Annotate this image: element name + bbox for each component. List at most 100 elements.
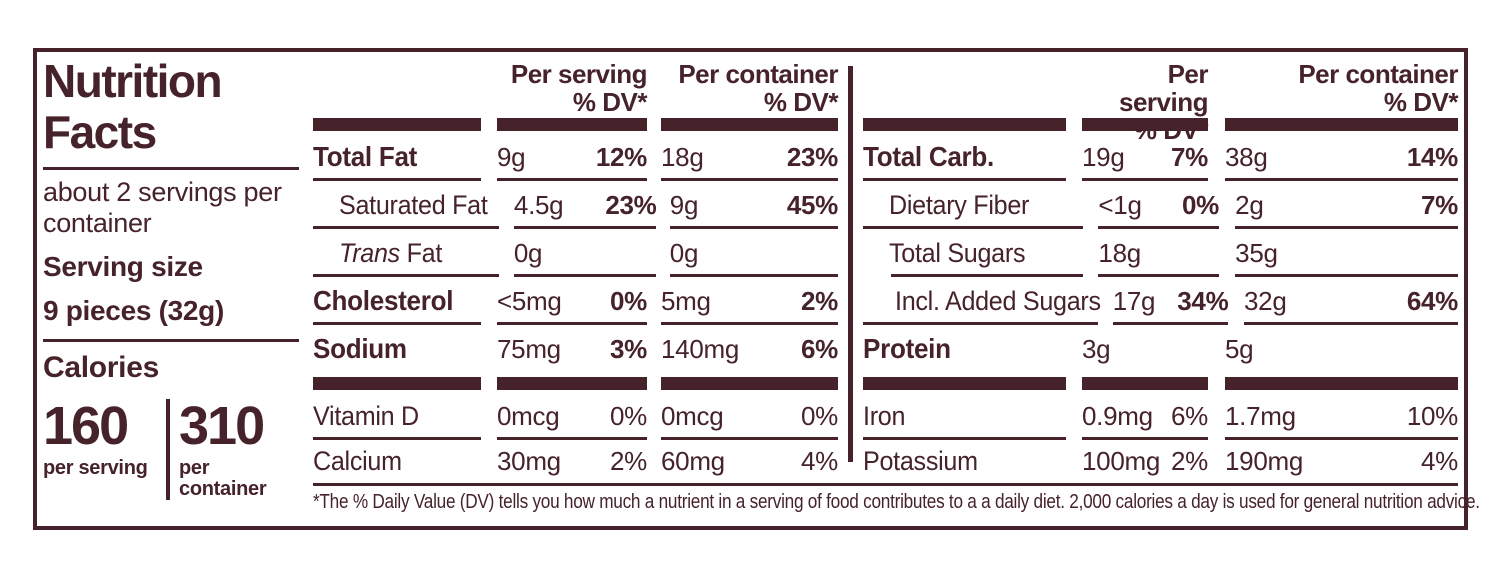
dv-header: % DV* xyxy=(763,87,839,117)
daily-value: 3% xyxy=(610,333,647,364)
left-panel: Nutrition Facts about 2 servings per con… xyxy=(43,56,299,500)
daily-value: 4% xyxy=(1421,445,1458,476)
servings-note: about 2 servings per container xyxy=(43,177,282,238)
amount: 5mg xyxy=(661,285,711,316)
amount: 18g xyxy=(661,141,704,172)
table-row-calcium: Calcium 30mg 2% 60mg 4% xyxy=(313,440,838,482)
amount: 0mcg xyxy=(497,400,560,431)
divider xyxy=(43,167,299,170)
amount: 18g xyxy=(1098,237,1141,268)
calories-label: Calories xyxy=(43,351,159,384)
daily-value: 4% xyxy=(801,445,838,476)
serving-size: Serving size 9 pieces (32g) xyxy=(43,250,299,327)
table-row-saturated-fat: Saturated Fat 4.5g 23% 9g 45% xyxy=(313,181,838,229)
amount: 4.5g xyxy=(513,189,564,220)
daily-value: 0% xyxy=(610,400,647,431)
amount: 60mg xyxy=(661,445,725,476)
amount: <5mg xyxy=(497,285,562,316)
table-row-sodium: Sodium 75mg 3% 140mg 6% xyxy=(313,325,838,373)
section-divider xyxy=(848,66,853,462)
amount: 38g xyxy=(1225,141,1268,172)
amount: 140mg xyxy=(661,333,739,364)
table-row-protein: Protein 3g 5g xyxy=(863,325,1458,373)
amount: 0g xyxy=(669,237,699,268)
daily-value: 14% xyxy=(1406,141,1458,172)
thick-rule xyxy=(313,377,838,390)
per-serving-header: Per serving % DV* xyxy=(1082,58,1209,144)
amount: 0g xyxy=(513,237,543,268)
per-container-header: Per container % DV* xyxy=(661,58,838,118)
calories-per-serving-value: 160 xyxy=(43,396,129,456)
amount: 17g xyxy=(1112,285,1156,316)
daily-value: 2% xyxy=(610,445,647,476)
dv-header: % DV* xyxy=(1383,87,1459,117)
dv-header: % DV* xyxy=(572,87,648,117)
column-headers: Per serving % DV* Per container % DV* xyxy=(863,58,1459,144)
daily-value: 7% xyxy=(1171,141,1208,172)
daily-value: 34% xyxy=(1177,285,1229,316)
nutrient-name: Saturated Fat xyxy=(339,189,488,220)
divider xyxy=(166,399,171,500)
daily-value: 45% xyxy=(786,189,838,220)
daily-value: 0% xyxy=(1181,189,1219,220)
per-container-header: Per container % DV* xyxy=(1225,58,1458,118)
nutrition-facts-label: Nutrition Facts about 2 servings per con… xyxy=(33,48,1480,530)
per-serving-header: Per serving % DV* xyxy=(497,58,648,118)
daily-value: 2% xyxy=(801,285,838,316)
daily-value: 23% xyxy=(605,189,657,220)
table-row-total-sugars: Total Sugars 18g 35g xyxy=(863,229,1458,277)
daily-value: 6% xyxy=(801,333,838,364)
amount: 19g xyxy=(1082,141,1125,172)
amount: 5g xyxy=(1225,333,1254,364)
nutrient-name: Total Carb. xyxy=(863,141,994,172)
amount: 190mg xyxy=(1225,445,1303,476)
daily-value: 2% xyxy=(1171,445,1208,476)
amount: 0.9mg xyxy=(1082,400,1153,431)
amount: 0mcg xyxy=(661,400,724,431)
daily-value: 64% xyxy=(1406,285,1458,316)
table-row-vitamin-d: Vitamin D 0mcg 0% 0mcg 0% xyxy=(313,392,838,440)
amount: 32g xyxy=(1244,285,1287,316)
amount: 100mg xyxy=(1082,445,1160,476)
daily-value: 6% xyxy=(1171,400,1208,431)
amount: 30mg xyxy=(497,445,561,476)
calories-per-container-caption: per container xyxy=(179,457,267,500)
daily-value: 0% xyxy=(801,400,838,431)
nutrient-name: Calcium xyxy=(313,445,402,476)
nutrient-name: Trans Fat xyxy=(339,237,443,268)
nutrient-name: Iron xyxy=(863,400,906,431)
calories-section: 160 per serving 310 per container xyxy=(43,399,299,500)
nutrient-name: Cholesterol xyxy=(313,285,454,316)
amount: 9g xyxy=(497,141,526,172)
divider xyxy=(313,483,1458,486)
amount: 35g xyxy=(1235,237,1278,268)
table-row-cholesterol: Cholesterol <5mg 0% 5mg 2% xyxy=(313,277,838,325)
footnote: *The % Daily Value (DV) tells you how mu… xyxy=(313,491,1480,513)
thick-rule xyxy=(863,377,1458,390)
amount: <1g xyxy=(1098,189,1142,220)
amount: 9g xyxy=(669,189,699,220)
daily-value: 7% xyxy=(1421,189,1458,220)
nutrient-name: Total Sugars xyxy=(889,237,1026,268)
table-row-total-carb: Total Carb. 19g 7% 38g 14% xyxy=(863,133,1458,181)
divider xyxy=(43,339,299,342)
daily-value: 0% xyxy=(610,285,647,316)
amount: 1.7mg xyxy=(1225,400,1296,431)
column-headers: Per serving % DV* Per container % DV* xyxy=(313,58,839,118)
nutrient-name: Sodium xyxy=(313,333,407,364)
daily-value: 10% xyxy=(1406,400,1458,431)
serving-size-label: Serving size xyxy=(43,251,203,282)
table-row-dietary-fiber: Dietary Fiber <1g 0% 2g 7% xyxy=(863,181,1458,229)
nutrient-name: Vitamin D xyxy=(313,400,419,431)
nutrient-name: Potassium xyxy=(863,445,978,476)
amount: 2g xyxy=(1235,189,1264,220)
nutrient-name: Dietary Fiber xyxy=(889,189,1030,220)
thick-rule xyxy=(313,118,838,131)
nutrient-name: Protein xyxy=(863,333,951,364)
thick-rule xyxy=(863,118,1458,131)
dv-header: % DV* xyxy=(1133,115,1209,145)
page-title: Nutrition Facts xyxy=(43,56,299,158)
title-line1: Nutrition xyxy=(43,55,223,107)
calories-per-serving: 160 per serving xyxy=(43,399,166,500)
table-row-added-sugars: Incl. Added Sugars 17g 34% 32g 64% xyxy=(863,277,1458,325)
